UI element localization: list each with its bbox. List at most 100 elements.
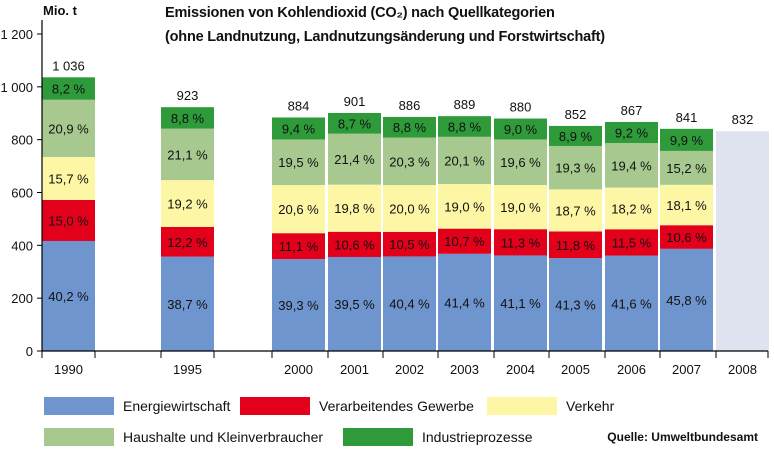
bar-total-segment (716, 131, 769, 351)
data-label-haushalte-und-kleinverbraucher: 20,3 % (389, 154, 430, 169)
data-label-haushalte-und-kleinverbraucher: 19,5 % (278, 155, 319, 170)
data-label-verarbeitendes-gewerbe: 10,6 % (666, 230, 707, 245)
data-label-haushalte-und-kleinverbraucher: 19,6 % (500, 155, 541, 170)
data-label-haushalte-und-kleinverbraucher: 15,2 % (666, 161, 707, 176)
bar-segment-haushalte-und-kleinverbraucher (272, 139, 325, 186)
bar-segment-haushalte-und-kleinverbraucher (549, 145, 602, 190)
data-label-industrieprozesse: 8,2 % (52, 82, 86, 97)
data-label-haushalte-und-kleinverbraucher: 19,4 % (611, 158, 652, 173)
bar-segment-verkehr (42, 156, 95, 200)
bar-segment-haushalte-und-kleinverbraucher (161, 128, 214, 181)
bar-segment-energiewirtschaft (383, 256, 436, 351)
y-tick-label: 600 (11, 186, 33, 201)
bar-segment-haushalte-und-kleinverbraucher (494, 139, 547, 186)
bar-segment-verkehr (605, 187, 658, 230)
bar-segment-industrieprozesse (272, 117, 325, 140)
legend-haushalte: Haushalte und Kleinverbraucher (44, 428, 323, 446)
bar-segment-haushalte-und-kleinverbraucher (383, 137, 436, 186)
total-label: 1 036 (52, 58, 85, 73)
data-label-verarbeitendes-gewerbe: 10,5 % (389, 237, 430, 252)
data-label-verkehr: 18,7 % (555, 203, 596, 218)
data-label-industrieprozesse: 9,4 % (282, 121, 316, 136)
total-label: 852 (565, 107, 587, 122)
data-label-industrieprozesse: 8,8 % (393, 120, 427, 135)
bar-segment-industrieprozesse (494, 118, 547, 140)
bar-segment-industrieprozesse (328, 112, 381, 134)
bar-segment-industrieprozesse (42, 77, 95, 100)
bar-segment-energiewirtschaft (161, 256, 214, 351)
data-label-energiewirtschaft: 41,3 % (555, 298, 596, 313)
bar-segment-verarbeitendes-gewerbe (605, 229, 658, 256)
chart-title: Emissionen von Kohlendioxid (CO₂) nach Q… (165, 5, 555, 21)
bar-segment-verarbeitendes-gewerbe (328, 231, 381, 257)
y-tick-label: 0 (26, 344, 33, 359)
total-label: 923 (177, 88, 199, 103)
data-label-energiewirtschaft: 39,5 % (334, 297, 375, 312)
total-label: 841 (676, 110, 698, 125)
y-axis-unit: Mio. t (43, 3, 77, 18)
data-label-industrieprozesse: 8,8 % (171, 111, 205, 126)
y-tick-label: 1 200 (0, 27, 33, 42)
data-label-energiewirtschaft: 41,4 % (444, 295, 485, 310)
bar-segment-verkehr (383, 185, 436, 232)
legend-verkehr: Verkehr (487, 397, 614, 415)
legend-swatch-verarbeitendes-gewerbe (240, 397, 310, 415)
bar-segment-energiewirtschaft (494, 255, 547, 351)
x-tick-label: 2002 (395, 362, 424, 377)
bar-segment-energiewirtschaft (605, 255, 658, 351)
bar-segment-energiewirtschaft (42, 240, 95, 351)
data-label-haushalte-und-kleinverbraucher: 21,1 % (167, 147, 208, 162)
x-tick-label: 2007 (672, 362, 701, 377)
legend-swatch-industrieprozesse (343, 428, 413, 446)
legend-label-energiewirtschaft: Energiewirtschaft (123, 398, 231, 414)
bar-segment-energiewirtschaft (660, 248, 713, 351)
legend-swatch-energiewirtschaft (44, 397, 114, 415)
data-label-industrieprozesse: 9,9 % (670, 133, 704, 148)
data-label-verarbeitendes-gewerbe: 11,1 % (279, 239, 319, 254)
y-tick-label: 800 (11, 133, 33, 148)
bar-segment-industrieprozesse (161, 107, 214, 129)
legend-swatch-verkehr (487, 397, 557, 415)
bar-segment-haushalte-und-kleinverbraucher (438, 136, 491, 185)
bar-segment-verarbeitendes-gewerbe (161, 226, 214, 257)
total-label: 832 (732, 112, 754, 127)
total-label: 886 (399, 98, 421, 113)
data-label-industrieprozesse: 8,9 % (559, 129, 593, 144)
x-tick-label: 2008 (728, 362, 757, 377)
bar-segment-verarbeitendes-gewerbe (549, 231, 602, 259)
bar-segment-verarbeitendes-gewerbe (383, 231, 436, 257)
bar-segment-energiewirtschaft (438, 253, 491, 351)
bar-segment-haushalte-und-kleinverbraucher (660, 150, 713, 185)
data-label-verarbeitendes-gewerbe: 12,2 % (167, 235, 208, 250)
legend-label-industrieprozesse: Industrieprozesse (422, 429, 533, 445)
data-label-verarbeitendes-gewerbe: 15,0 % (48, 213, 89, 228)
bar-segment-verkehr (272, 185, 325, 234)
data-label-energiewirtschaft: 39,3 % (278, 298, 319, 313)
bar-segment-energiewirtschaft (549, 258, 602, 351)
data-label-verkehr: 15,7 % (48, 171, 89, 186)
legend-verarbeitendes-gewerbe: Verarbeitendes Gewerbe (240, 397, 474, 415)
bar-segment-verkehr (438, 184, 491, 229)
x-tick-label: 1995 (173, 362, 202, 377)
data-label-verkehr: 19,2 % (167, 196, 208, 211)
data-label-energiewirtschaft: 40,2 % (48, 289, 89, 304)
data-label-haushalte-und-kleinverbraucher: 20,9 % (48, 121, 89, 136)
bar-segment-verarbeitendes-gewerbe (494, 229, 547, 256)
total-label: 867 (621, 103, 643, 118)
bar-segment-verkehr (494, 185, 547, 230)
data-label-haushalte-und-kleinverbraucher: 19,3 % (555, 161, 596, 176)
data-label-energiewirtschaft: 41,1 % (500, 296, 541, 311)
data-label-verkehr: 19,0 % (444, 199, 485, 214)
legend-label-haushalte: Haushalte und Kleinverbraucher (123, 429, 324, 445)
total-label: 880 (510, 100, 532, 115)
data-label-verkehr: 20,0 % (389, 201, 430, 216)
bar-segment-verkehr (328, 184, 381, 232)
data-label-verarbeitendes-gewerbe: 11,8 % (556, 238, 596, 253)
data-label-energiewirtschaft: 45,8 % (666, 293, 707, 308)
x-tick-label: 2005 (561, 362, 590, 377)
bar-segment-verkehr (549, 189, 602, 232)
data-label-haushalte-und-kleinverbraucher: 20,1 % (444, 153, 485, 168)
data-label-industrieprozesse: 8,7 % (338, 116, 372, 131)
legend-swatch-haushalte (44, 428, 114, 446)
total-label: 884 (288, 98, 310, 113)
